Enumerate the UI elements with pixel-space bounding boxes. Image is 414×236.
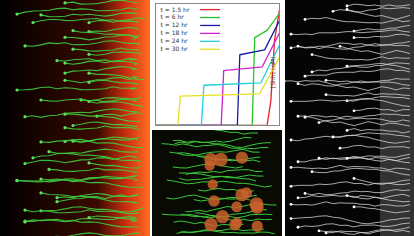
svg-text:t = 24 hr: t = 24 hr: [160, 37, 188, 44]
svg-text:t = 1.5 hr: t = 1.5 hr: [160, 6, 189, 13]
svg-text:t = 12 hr: t = 12 hr: [160, 21, 188, 28]
svg-text:t = 30 hr: t = 30 hr: [160, 45, 188, 52]
svg-text:[Shh] (nM): [Shh] (nM): [269, 57, 276, 89]
svg-text:t = 6 hr: t = 6 hr: [160, 13, 184, 20]
svg-text:t = 18 hr: t = 18 hr: [160, 29, 188, 36]
